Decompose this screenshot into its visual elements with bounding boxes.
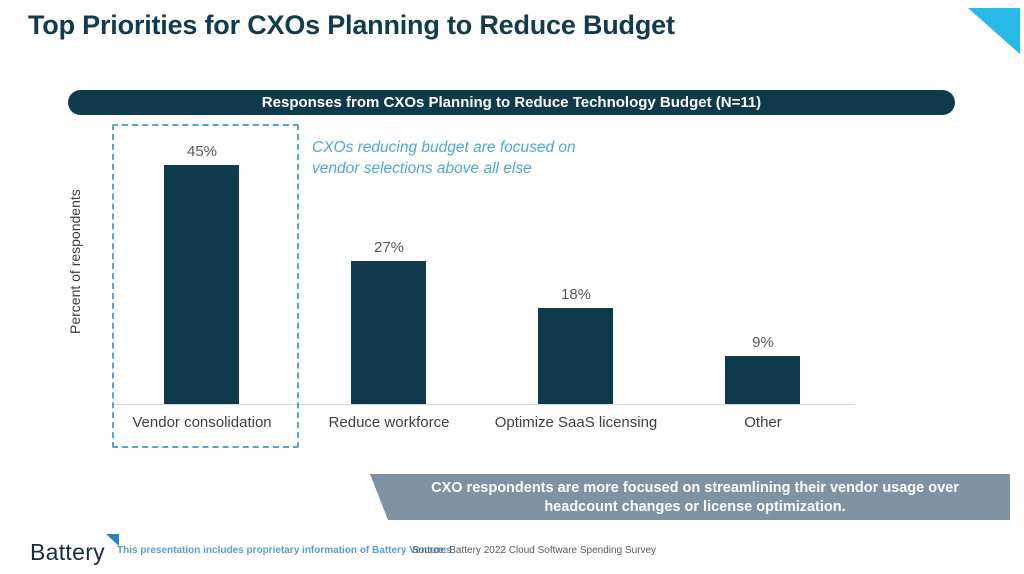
bar-column: 9% Other xyxy=(668,123,858,431)
bar-value-label: 27% xyxy=(373,239,405,256)
bar-chart: 45% Vendor consolidation 27% Reduce workfor… xyxy=(112,123,858,431)
bar xyxy=(538,308,613,404)
footer-source: Source: Battery 2022 Cloud Software Spen… xyxy=(412,545,657,556)
corner-triangle-icon xyxy=(968,8,1020,54)
highlight-dashed-box xyxy=(112,124,299,448)
battery-logo-text: Battery xyxy=(30,539,105,565)
bar-column: 45% Vendor consolidation xyxy=(107,123,297,431)
bar-category-label: Reduce workforce xyxy=(328,414,450,431)
page-title: Top Priorities for CXOs Planning to Redu… xyxy=(28,10,675,40)
bar-category-label: Other xyxy=(744,414,782,431)
battery-logo: Battery xyxy=(30,534,119,566)
bar-category-label: Vendor consolidation xyxy=(132,414,272,431)
chart-annotation: CXOs reducing budget are focused on vend… xyxy=(312,139,576,177)
footer: Battery This presentation includes propr… xyxy=(0,534,1024,574)
bar-category-label: Optimize SaaS licensing xyxy=(494,414,658,431)
footer-disclaimer: This presentation includes proprietary i… xyxy=(117,545,452,556)
bar-column: 18% Optimize SaaS licensing xyxy=(481,123,671,431)
bar-column: 27% Reduce workforce xyxy=(294,123,484,431)
y-axis-label: Percent of respondents xyxy=(67,189,83,335)
bar-value-label: 9% xyxy=(752,334,774,351)
x-axis-line xyxy=(112,404,855,405)
bar xyxy=(351,261,426,404)
bar-value-label: 18% xyxy=(560,286,592,303)
bar xyxy=(725,356,800,404)
bar xyxy=(164,165,239,404)
takeaway-callout: CXO respondents are more focused on stre… xyxy=(370,474,1010,520)
bar-value-label: 45% xyxy=(186,143,218,160)
chart-banner: Responses from CXOs Planning to Reduce T… xyxy=(68,90,955,115)
